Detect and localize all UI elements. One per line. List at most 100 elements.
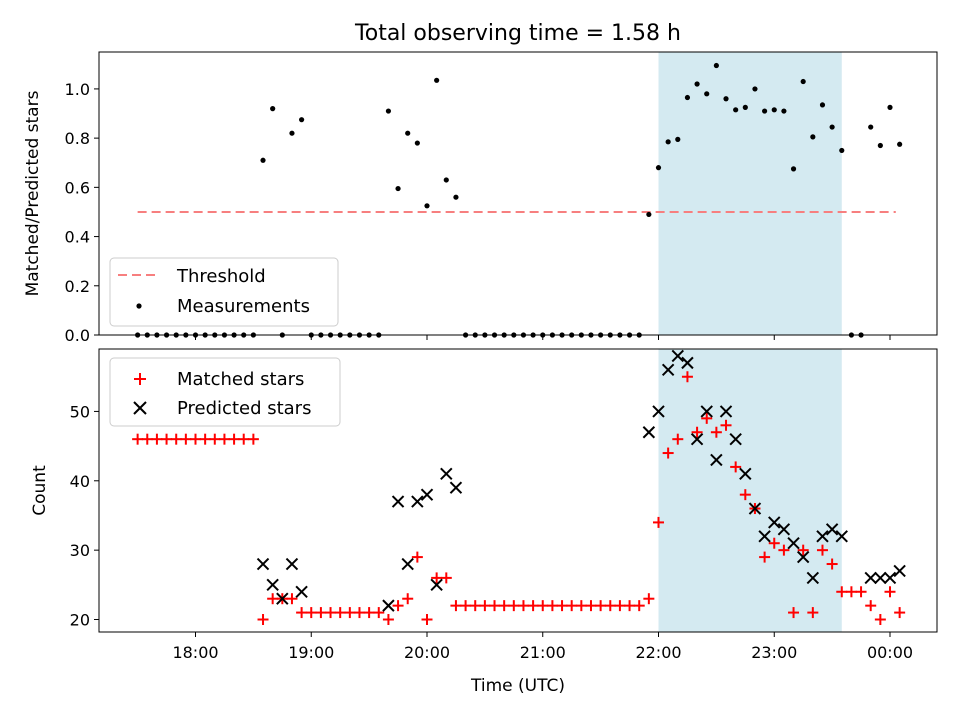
legend-matched-label: Matched stars <box>177 369 304 390</box>
matched-star-point <box>489 600 501 612</box>
predicted-star-point <box>816 530 829 543</box>
matched-star-point <box>672 433 684 445</box>
matched-star-point <box>315 607 327 619</box>
predicted-star-point <box>719 405 733 418</box>
predicted-star-point <box>796 550 810 564</box>
predicted-star-point <box>768 516 781 529</box>
matched-star-point <box>209 433 221 445</box>
matched-star-point <box>267 593 279 605</box>
predicted-star-point <box>729 432 742 446</box>
predicted-star-point <box>690 432 704 446</box>
measurement-point <box>405 130 411 136</box>
top-y-tick-label: 0.0 <box>65 326 90 345</box>
legend-measurements-label: Measurements <box>177 296 310 317</box>
measurement-point <box>385 108 392 114</box>
predicted-star-point <box>642 426 656 439</box>
measurement-point <box>733 107 739 113</box>
matched-star-point <box>508 600 520 612</box>
matched-star-point <box>643 593 655 605</box>
matched-star-point <box>286 593 298 605</box>
measurement-point <box>270 106 276 112</box>
matched-star-point <box>836 586 848 598</box>
x-tick-label: 00:00 <box>867 643 913 662</box>
top-y-tick-label: 0.2 <box>65 277 90 296</box>
matched-star-point <box>691 426 703 438</box>
matched-star-point <box>334 607 346 619</box>
bottom-observing-window <box>658 349 842 632</box>
measurement-point <box>675 136 681 142</box>
bottom-y-tick-label: 30 <box>70 541 90 560</box>
top-axes-frame <box>98 51 938 336</box>
measurement-point <box>877 142 883 149</box>
measurement-point <box>453 194 459 200</box>
bottom-y-ticks: 20 30 40 50 <box>70 402 99 630</box>
matched-star-point <box>479 600 491 612</box>
measurement-point <box>839 147 845 154</box>
top-y-tick-label: 0.4 <box>65 228 90 247</box>
matched-star-point <box>460 600 472 612</box>
matched-star-point <box>797 544 809 556</box>
matched-star-point <box>595 600 607 612</box>
matched-star-point <box>469 600 481 612</box>
predicted-star-point <box>256 557 270 571</box>
predicted-star-point <box>748 502 762 515</box>
matched-star-point <box>296 607 308 619</box>
matched-star-point <box>865 600 877 612</box>
bottom-y-tick-label: 50 <box>70 402 90 421</box>
predicted-star-point <box>835 530 848 543</box>
measurement-point <box>771 107 777 113</box>
matched-star-point <box>788 607 800 619</box>
matched-star-point <box>411 551 423 563</box>
matched-star-point <box>681 371 693 383</box>
legend-predicted-label: Predicted stars <box>177 398 311 419</box>
bottom-y-tick-label: 40 <box>70 472 90 491</box>
top-panel: 0.0 0.2 0.4 0.6 0.8 1.0 Matched/Predicted sta… <box>23 51 938 345</box>
matched-star-point <box>421 614 433 626</box>
x-tick-label: 20:00 <box>404 643 450 662</box>
predicted-star-point <box>806 571 820 585</box>
predicted-star-point <box>440 467 453 481</box>
matched-star-point <box>228 433 240 445</box>
bottom-count-points <box>132 349 906 626</box>
predicted-star-point <box>652 405 665 418</box>
predicted-star-point <box>285 557 299 571</box>
bottom-x-ticks: 18:00 19:00 20:00 21:00 22:00 23:00 00:00 <box>172 632 913 662</box>
measurement-point <box>781 108 787 114</box>
predicted-star-point <box>864 571 877 585</box>
measurement-point <box>897 141 903 147</box>
x-tick-label: 22:00 <box>635 643 681 662</box>
matched-star-point <box>382 614 394 626</box>
predicted-star-point <box>382 599 395 612</box>
matched-star-point <box>190 433 201 445</box>
matched-star-point <box>730 461 742 473</box>
matched-star-point <box>546 600 558 612</box>
measurement-point <box>704 91 710 97</box>
measurement-point <box>819 102 826 108</box>
top-legend: Threshold Measurements <box>109 257 339 327</box>
predicted-star-point <box>401 557 414 571</box>
measurement-point <box>790 166 797 172</box>
predicted-star-point <box>411 495 424 508</box>
matched-star-point <box>759 551 771 563</box>
matched-star-point <box>768 537 780 549</box>
predicted-star-point <box>661 363 675 377</box>
bottom-panel: 20 30 40 50 18:00 19:00 20:00 21:00 22:00 23:00 0… <box>30 348 938 696</box>
matched-star-point <box>180 433 192 445</box>
matched-star-point <box>710 426 722 438</box>
predicted-star-point <box>430 578 443 592</box>
matched-star-point <box>845 586 857 598</box>
matched-star-point <box>373 607 385 619</box>
measurement-point <box>395 185 401 192</box>
measurement-point <box>443 177 449 183</box>
measurement-point <box>665 139 671 145</box>
measurement-point <box>655 165 662 171</box>
legend-threshold-label: Threshold <box>176 266 266 287</box>
x-tick-label: 19:00 <box>288 643 334 662</box>
predicted-star-point <box>777 523 791 536</box>
measurement-point <box>260 157 266 163</box>
chart-title: Total observing time = 1.58 h <box>354 21 681 46</box>
matched-star-point <box>363 607 375 619</box>
predicted-star-point <box>295 585 308 598</box>
x-tick-label: 18:00 <box>172 643 218 662</box>
bottom-y-axis-label: Count <box>30 465 50 516</box>
